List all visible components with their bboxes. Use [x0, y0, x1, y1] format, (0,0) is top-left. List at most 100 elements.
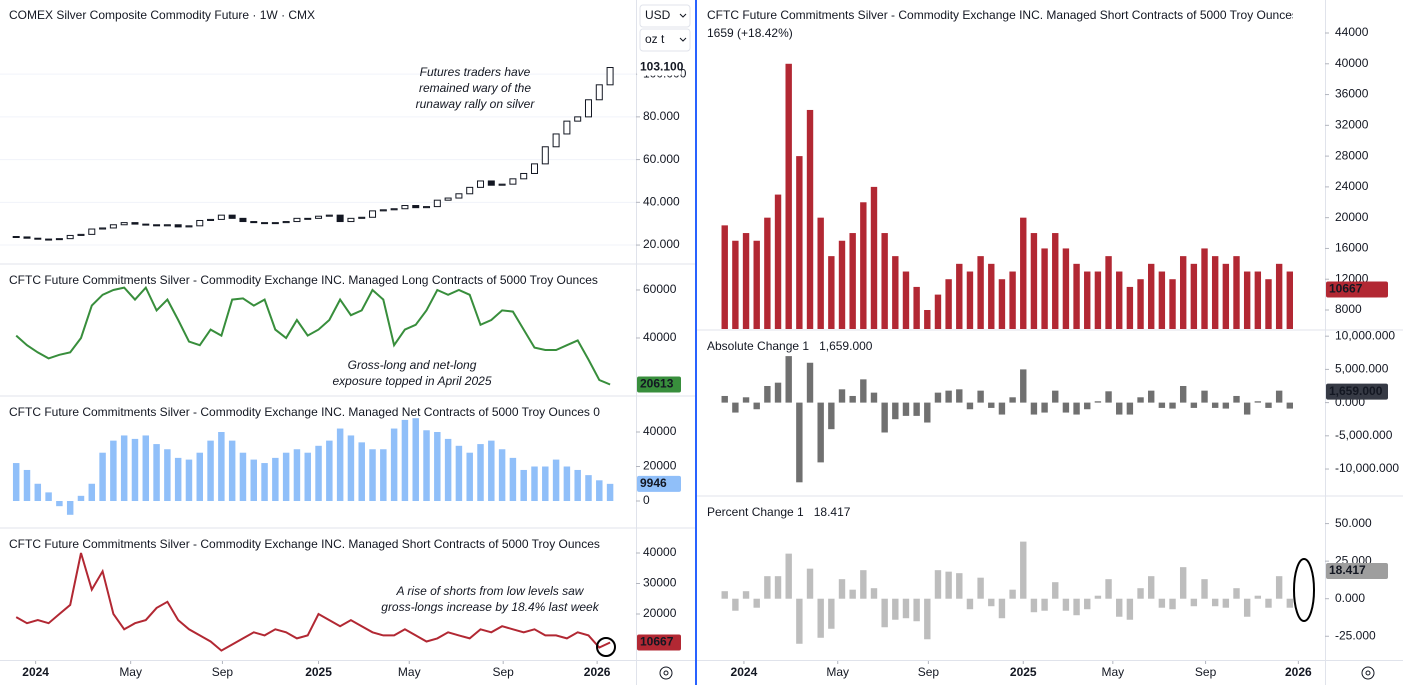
bar: [817, 598, 824, 638]
last-value-badge: [1326, 281, 1388, 298]
price-axis: 40000 60000 20613: [636, 282, 681, 393]
settings-icon[interactable]: [1361, 666, 1375, 680]
bar: [1179, 256, 1187, 329]
bar: [304, 452, 311, 502]
bar: [131, 438, 139, 502]
bar: [585, 475, 592, 502]
bar: [1254, 595, 1262, 599]
bar: [1052, 582, 1059, 599]
candle-body: [455, 193, 463, 199]
candle-body: [217, 214, 225, 220]
bar: [860, 202, 867, 329]
bar: [1009, 397, 1016, 403]
candle-body: [207, 218, 215, 221]
candle-body: [250, 221, 258, 224]
y-tick-label: 20.000: [643, 237, 680, 251]
bar: [945, 571, 952, 599]
bar: [1211, 256, 1219, 329]
candle-body: [153, 224, 161, 227]
bar: [764, 576, 771, 599]
bar: [1148, 390, 1155, 403]
candle-body: [99, 227, 107, 230]
last-value-label: 9946: [640, 476, 667, 490]
bar: [1286, 402, 1293, 409]
x-tick-label: Sep: [918, 665, 940, 679]
candle-body: [606, 67, 614, 86]
y-tick-label: 50.000: [1335, 516, 1372, 530]
bar: [1116, 598, 1123, 617]
x-tick-label: Sep: [1195, 665, 1217, 679]
y-tick-label: 0: [643, 493, 650, 507]
y-tick-label: 40000: [1335, 56, 1369, 70]
annotation: Gross-long and net-long: [348, 358, 477, 372]
candle-body: [185, 225, 193, 228]
bar: [881, 233, 888, 329]
y-tick-label: 36000: [1335, 87, 1369, 101]
bar: [945, 390, 952, 403]
y-tick-label: 10,000.000: [1335, 328, 1395, 342]
bar: [99, 452, 106, 502]
y-tick-label: 32000: [1335, 118, 1369, 132]
candle-body: [520, 172, 528, 180]
last-value-label: 18.417: [1329, 563, 1366, 577]
last-value-label: 1,659.000: [1329, 384, 1383, 398]
candle-body: [358, 216, 366, 219]
unit-label[interactable]: oz t: [645, 32, 665, 46]
bar: [849, 589, 856, 599]
bar: [892, 598, 899, 620]
candle-body: [433, 199, 441, 208]
bar: [174, 457, 182, 502]
y-tick-label: 8000: [1335, 302, 1362, 316]
bar: [742, 233, 750, 329]
bar: [1201, 579, 1208, 599]
bar: [988, 598, 995, 607]
bar: [1222, 263, 1230, 329]
bar: [142, 435, 150, 502]
currency-label[interactable]: USD: [645, 8, 671, 22]
bar: [774, 576, 782, 599]
bar: [892, 402, 899, 420]
bar: [924, 402, 931, 423]
settings-icon[interactable]: [659, 666, 673, 680]
bar: [1030, 233, 1038, 329]
bar: [849, 395, 856, 403]
annotation: remained wary of the: [419, 81, 531, 95]
candle-body: [530, 163, 538, 174]
bar: [1222, 402, 1230, 409]
bar: [838, 579, 846, 599]
bar: [977, 577, 984, 599]
bar: [1041, 248, 1048, 329]
price-axis: 8000120001600020000240002800032000360004…: [1325, 25, 1388, 316]
candle-body: [379, 209, 387, 212]
candle-body: [12, 236, 20, 239]
bar: [817, 402, 824, 463]
bar: [838, 389, 846, 403]
y-tick-label: 20000: [643, 606, 677, 620]
bar: [261, 463, 268, 502]
currency-select[interactable]: USD: [639, 4, 691, 28]
bar: [1169, 598, 1176, 610]
bar: [764, 217, 771, 329]
candle-body: [45, 238, 53, 241]
bar: [1265, 598, 1272, 608]
bar: [988, 402, 995, 408]
pane: [15, 285, 611, 386]
bar: [390, 428, 398, 502]
unit-select[interactable]: oz t: [639, 28, 691, 52]
x-tick-label: May: [119, 665, 142, 679]
bar: [509, 457, 517, 502]
candle-body: [239, 217, 247, 223]
bar: [218, 432, 225, 502]
last-value-badge: [637, 59, 681, 76]
highlight-circle: [1293, 558, 1315, 622]
y-tick-label: 16000: [1335, 241, 1369, 255]
bar: [860, 570, 867, 599]
y-tick-label: 24000: [1335, 179, 1369, 193]
pane-title: CFTC Future Commitments Silver - Commodi…: [9, 405, 600, 419]
bar: [1041, 402, 1048, 413]
bar: [520, 469, 527, 502]
bar: [110, 440, 117, 502]
x-tick-label: 2024: [22, 665, 49, 679]
bar: [498, 449, 506, 502]
